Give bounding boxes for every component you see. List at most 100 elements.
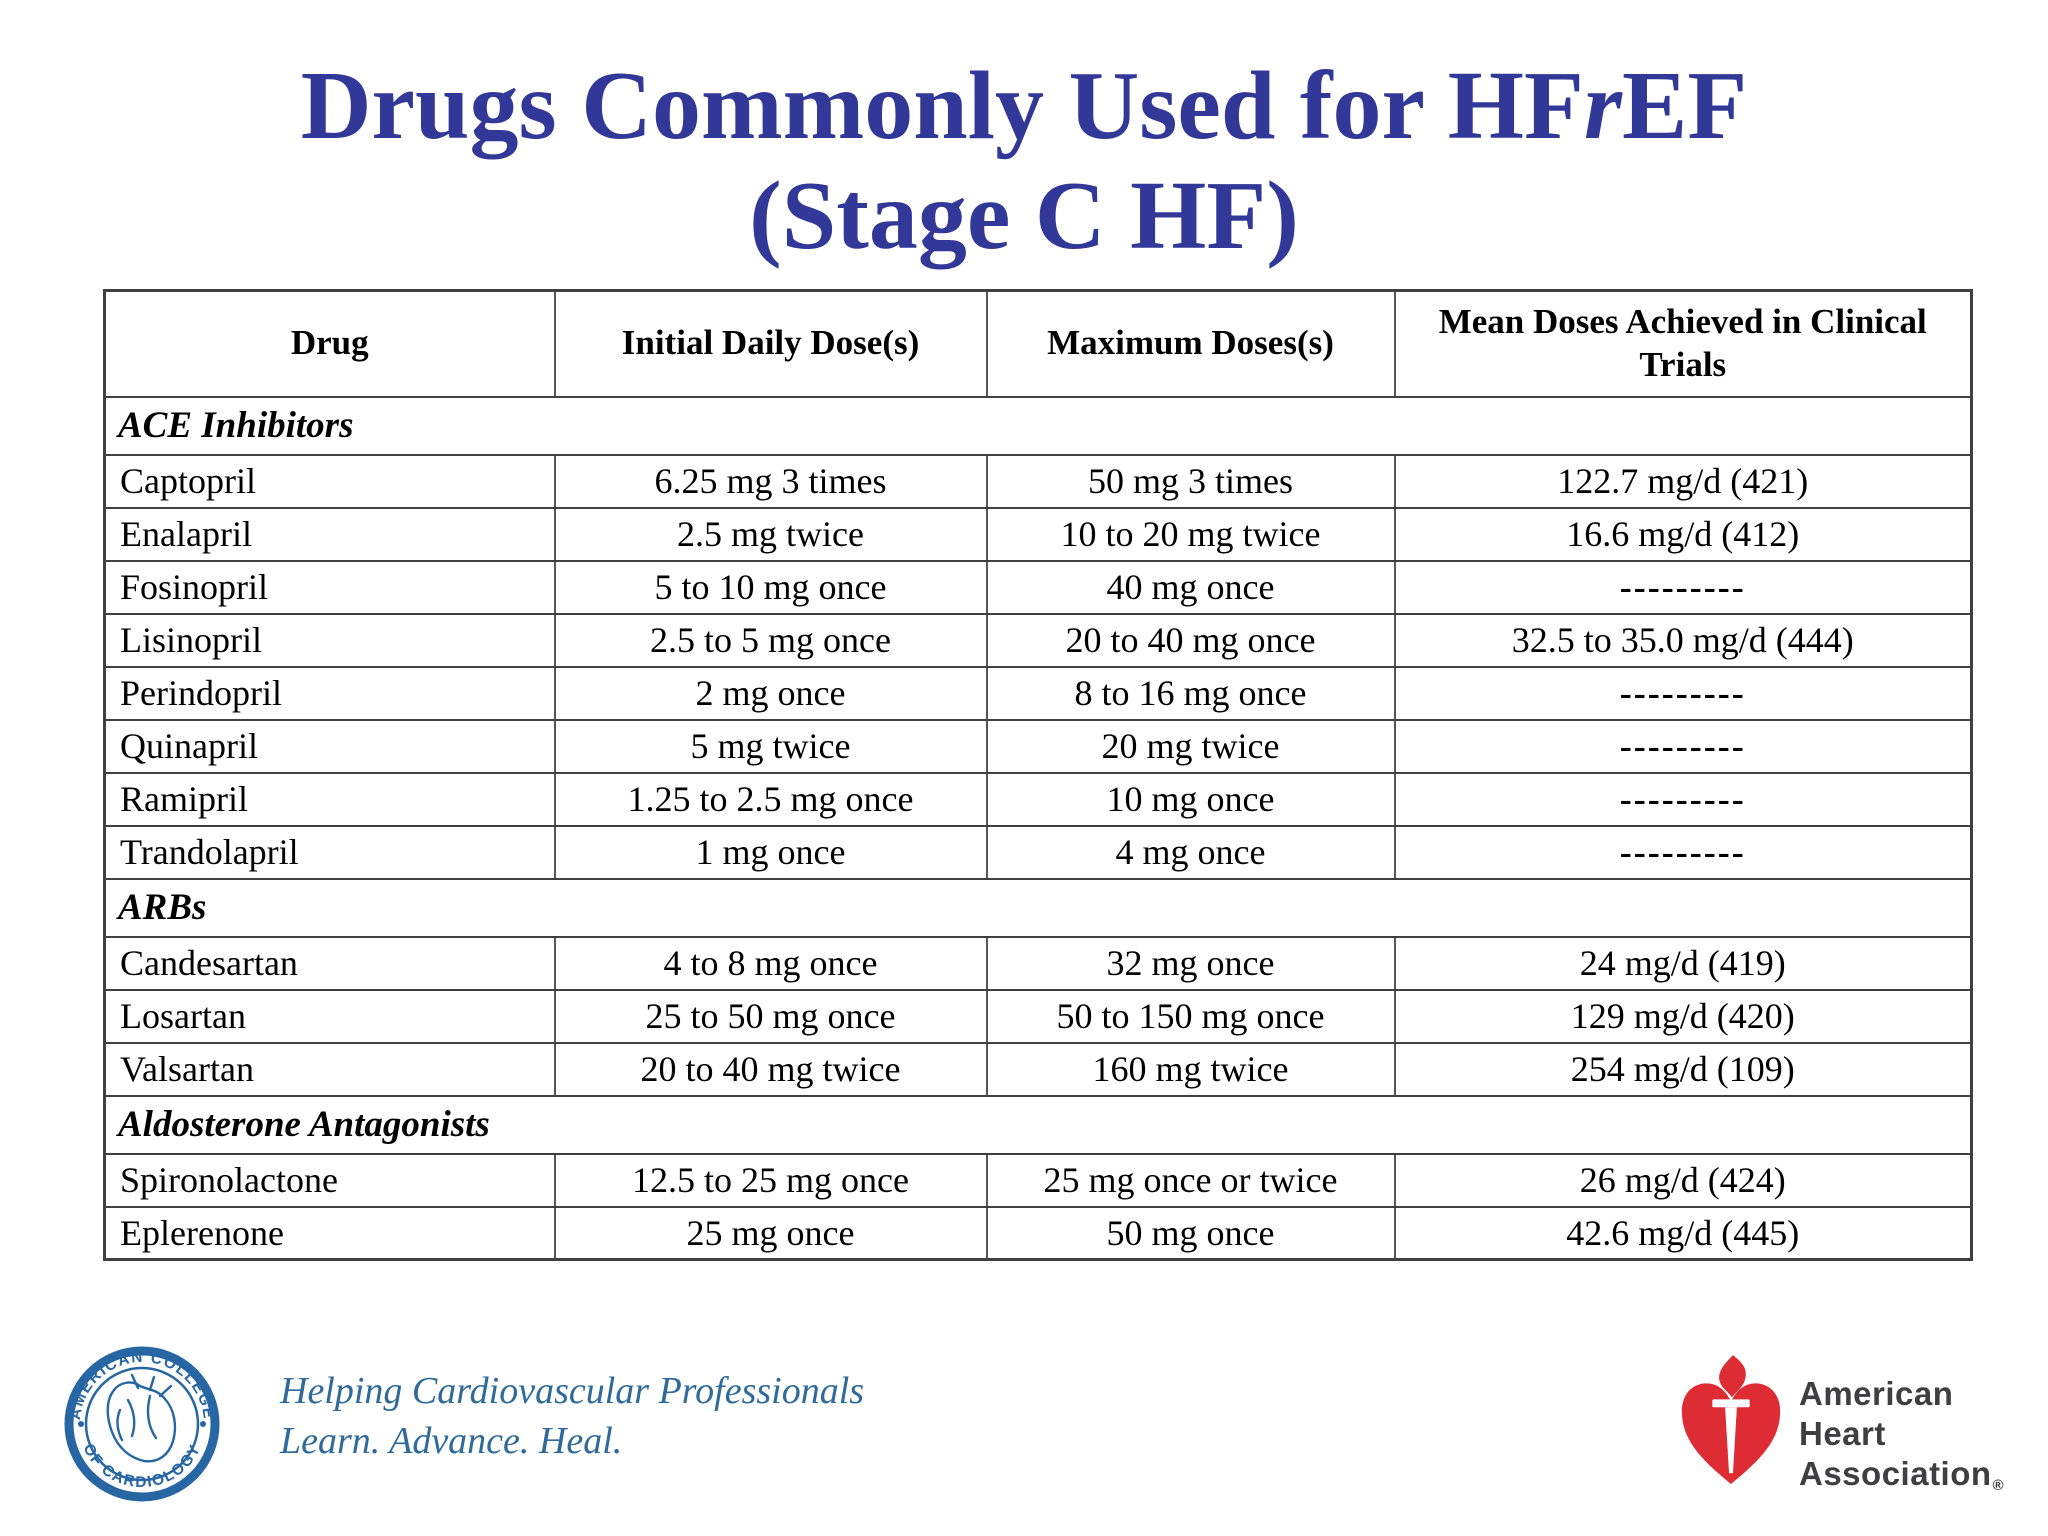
- mean-dose-cell: 129 mg/d (420): [1393, 988, 1973, 1044]
- max-dose-cell: 20 mg twice: [985, 718, 1396, 774]
- mean-dose-cell: 24 mg/d (419): [1393, 935, 1973, 991]
- drug-dosing-table: Drug Initial Daily Dose(s) Maximum Doses…: [103, 289, 1973, 1261]
- aha-wordmark-line-1: American: [1799, 1375, 1954, 1412]
- initial-dose-cell: 12.5 to 25 mg once: [553, 1152, 988, 1208]
- initial-dose-cell: 2.5 mg twice: [553, 506, 988, 562]
- drug-name-cell: Perindopril: [103, 665, 556, 721]
- initial-dose-cell: 25 mg once: [553, 1205, 988, 1261]
- section-header-row: ACE Inhibitors: [103, 395, 1973, 456]
- drug-name-cell: Enalapril: [103, 506, 556, 562]
- column-header-initial-dose: Initial Daily Dose(s): [553, 289, 988, 398]
- initial-dose-cell: 1.25 to 2.5 mg once: [553, 771, 988, 827]
- aha-heart-torch-icon: [1681, 1355, 1781, 1484]
- aha-wordmark-line-2: Heart: [1799, 1415, 1886, 1452]
- drug-name-cell: Trandolapril: [103, 824, 556, 880]
- acc-tagline: Helping Cardiovascular Professionals Lea…: [280, 1366, 864, 1466]
- initial-dose-cell: 5 mg twice: [553, 718, 988, 774]
- max-dose-cell: 10 to 20 mg twice: [985, 506, 1396, 562]
- table-row: Eplerenone 25 mg once 50 mg once 42.6 mg/d …: [103, 1205, 1973, 1261]
- mean-dose-cell: ---------: [1393, 559, 1973, 615]
- table-row: Captopril 6.25 mg 3 times 50 mg 3 times 122…: [103, 453, 1973, 509]
- column-header-drug: Drug: [103, 289, 556, 398]
- acc-seal-right-dot-icon: [200, 1421, 206, 1427]
- acc-seal-inner-ring-icon: [84, 1366, 200, 1482]
- table-header-row: Drug Initial Daily Dose(s) Maximum Doses…: [103, 289, 1973, 398]
- initial-dose-cell: 6.25 mg 3 times: [553, 453, 988, 509]
- aha-association-text: Association: [1799, 1455, 1992, 1492]
- mean-dose-cell: 42.6 mg/d (445): [1393, 1205, 1973, 1261]
- table-row: Trandolapril 1 mg once 4 mg once ---------: [103, 824, 1973, 880]
- table-row: Quinapril 5 mg twice 20 mg twice ---------: [103, 718, 1973, 774]
- mean-dose-cell: 122.7 mg/d (421): [1393, 453, 1973, 509]
- max-dose-cell: 32 mg once: [985, 935, 1396, 991]
- drug-name-cell: Candesartan: [103, 935, 556, 991]
- max-dose-cell: 10 mg once: [985, 771, 1396, 827]
- section-header-row: Aldosterone Antagonists: [103, 1094, 1973, 1155]
- title-text-post: EF: [1621, 52, 1748, 160]
- section-label: Aldosterone Antagonists: [103, 1094, 1973, 1155]
- aha-wordmark-line-3: Association®: [1799, 1454, 2005, 1501]
- column-header-maximum-dose: Maximum Doses(s): [985, 289, 1396, 398]
- initial-dose-cell: 4 to 8 mg once: [553, 935, 988, 991]
- table-row: Enalapril 2.5 mg twice 10 to 20 mg twice 16…: [103, 506, 1973, 562]
- mean-dose-cell: ---------: [1393, 771, 1973, 827]
- mean-dose-cell: ---------: [1393, 718, 1973, 774]
- section-label: ARBs: [103, 877, 1973, 938]
- drug-name-cell: Losartan: [103, 988, 556, 1044]
- registered-trademark-symbol: ®: [1992, 1477, 2005, 1494]
- max-dose-cell: 25 mg once or twice: [985, 1152, 1396, 1208]
- section-label: ACE Inhibitors: [103, 395, 1973, 456]
- acc-tagline-line-2: Learn. Advance. Heal.: [280, 1420, 623, 1462]
- section-header-row: ARBs: [103, 877, 1973, 938]
- drug-name-cell: Eplerenone: [103, 1205, 556, 1261]
- initial-dose-cell: 2 mg once: [553, 665, 988, 721]
- table-row: Spironolactone 12.5 to 25 mg once 25 mg on…: [103, 1152, 1973, 1208]
- max-dose-cell: 20 to 40 mg once: [985, 612, 1396, 668]
- aha-wordmark: American Heart Association®: [1799, 1374, 2005, 1501]
- mean-dose-cell: 254 mg/d (109): [1393, 1041, 1973, 1097]
- column-header-mean-dose: Mean Doses Achieved in Clinical Trials: [1393, 289, 1973, 398]
- drug-name-cell: Lisinopril: [103, 612, 556, 668]
- initial-dose-cell: 20 to 40 mg twice: [553, 1041, 988, 1097]
- initial-dose-cell: 25 to 50 mg once: [553, 988, 988, 1044]
- drug-name-cell: Valsartan: [103, 1041, 556, 1097]
- drug-name-cell: Spironolactone: [103, 1152, 556, 1208]
- acc-seal-left-dot-icon: [78, 1421, 84, 1427]
- title-line-1: Drugs Commonly Used for HFrEF: [0, 52, 2048, 162]
- mean-dose-cell: 16.6 mg/d (412): [1393, 506, 1973, 562]
- mean-dose-cell: 26 mg/d (424): [1393, 1152, 1973, 1208]
- max-dose-cell: 40 mg once: [985, 559, 1396, 615]
- acc-heart-illustration-icon: [106, 1373, 177, 1463]
- table-row: Losartan 25 to 50 mg once 50 to 150 mg onc…: [103, 988, 1973, 1044]
- mean-dose-cell: ---------: [1393, 665, 1973, 721]
- title-text-italic: r: [1583, 52, 1622, 160]
- table-row: Fosinopril 5 to 10 mg once 40 mg once -----…: [103, 559, 1973, 615]
- table-row: Perindopril 2 mg once 8 to 16 mg once -----…: [103, 665, 1973, 721]
- title-text-pre: Drugs Commonly Used for HF: [300, 52, 1584, 160]
- mean-dose-cell: ---------: [1393, 824, 1973, 880]
- acc-tagline-line-1: Helping Cardiovascular Professionals: [280, 1370, 865, 1412]
- max-dose-cell: 50 to 150 mg once: [985, 988, 1396, 1044]
- initial-dose-cell: 2.5 to 5 mg once: [553, 612, 988, 668]
- drug-name-cell: Fosinopril: [103, 559, 556, 615]
- initial-dose-cell: 1 mg once: [553, 824, 988, 880]
- max-dose-cell: 50 mg once: [985, 1205, 1396, 1261]
- mean-dose-cell: 32.5 to 35.0 mg/d (444): [1393, 612, 1973, 668]
- drug-name-cell: Captopril: [103, 453, 556, 509]
- table-row: Lisinopril 2.5 to 5 mg once 20 to 40 mg on…: [103, 612, 1973, 668]
- drug-name-cell: Quinapril: [103, 718, 556, 774]
- max-dose-cell: 160 mg twice: [985, 1041, 1396, 1097]
- page-title: Drugs Commonly Used for HFrEF (Stage C H…: [0, 52, 2048, 272]
- title-line-2: (Stage C HF): [749, 161, 1299, 270]
- table-row: Candesartan 4 to 8 mg once 32 mg once 24 mg…: [103, 935, 1973, 991]
- max-dose-cell: 50 mg 3 times: [985, 453, 1396, 509]
- max-dose-cell: 4 mg once: [985, 824, 1396, 880]
- drug-table-body: ACE Inhibitors Captopril 6.25 mg 3 times 50…: [103, 395, 1973, 1261]
- table-row: Ramipril 1.25 to 2.5 mg once 10 mg once ---…: [103, 771, 1973, 827]
- acc-seal-logo: AMERICAN COLLEGE OF CARDIOLOGY: [64, 1346, 220, 1502]
- max-dose-cell: 8 to 16 mg once: [985, 665, 1396, 721]
- drug-name-cell: Ramipril: [103, 771, 556, 827]
- table-row: Valsartan 20 to 40 mg twice 160 mg twice 25…: [103, 1041, 1973, 1097]
- initial-dose-cell: 5 to 10 mg once: [553, 559, 988, 615]
